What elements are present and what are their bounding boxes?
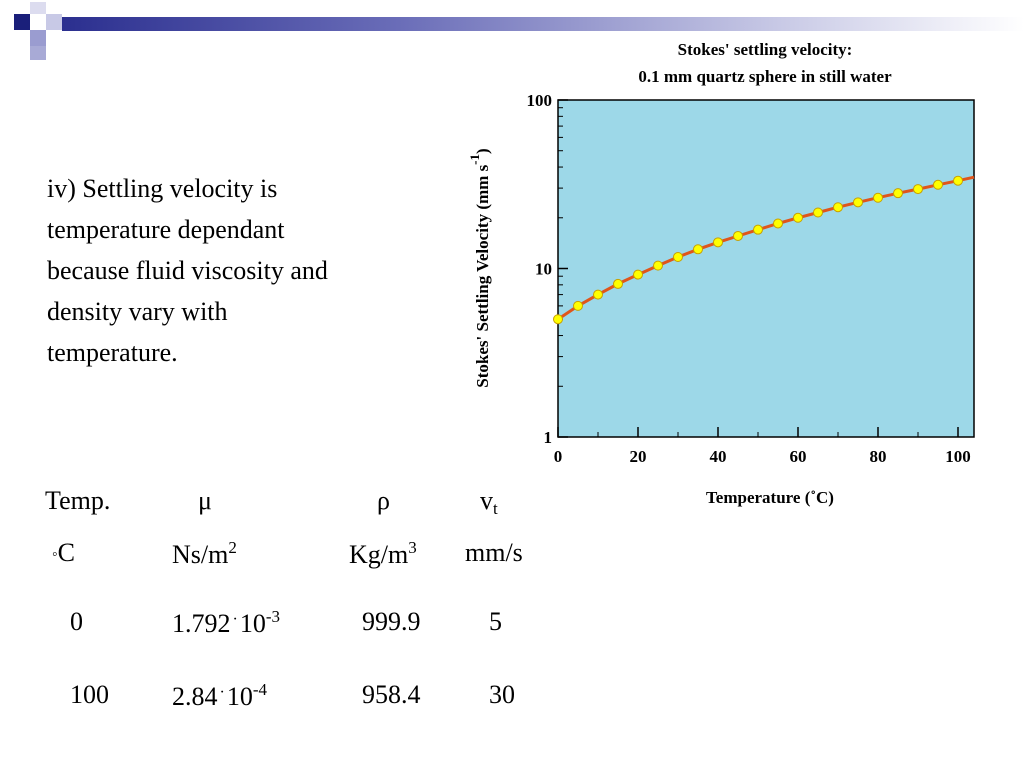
data-point: [893, 188, 903, 199]
unit-degree: ◦: [52, 546, 58, 563]
unit-mu-exp: 2: [228, 538, 237, 557]
header-rho: ρ: [377, 486, 390, 515]
corner-square-navy: [14, 14, 30, 30]
row0-temp: 0: [70, 607, 83, 636]
data-point: [633, 269, 643, 280]
y-tick-label: 100: [527, 91, 553, 110]
corner-square-lavender-2: [30, 46, 46, 60]
row0-vt: 5: [489, 607, 502, 636]
unit-temp: ◦C: [52, 538, 75, 568]
data-point: [613, 278, 623, 289]
y-axis-label-exp: -1: [467, 154, 482, 165]
body-line: density vary with: [47, 297, 228, 326]
row0-mu-mantissa: 1.792: [172, 609, 231, 638]
y-tick-label: 1: [544, 428, 553, 447]
unit-mu: Ns/m2: [172, 538, 237, 570]
y-tick-label: 10: [535, 260, 552, 279]
row1-temp: 100: [70, 680, 109, 709]
x-tick-label: 40: [710, 447, 727, 466]
corner-square-light-2: [30, 2, 46, 14]
row1-rho: 958.4: [362, 680, 421, 709]
data-point: [873, 192, 883, 203]
settling-velocity-chart: Stokes' settling velocity: 0.1 mm quartz…: [467, 40, 975, 507]
data-point: [593, 289, 603, 300]
data-point: [813, 207, 823, 218]
body-line: temperature dependant: [47, 215, 285, 244]
data-point: [793, 212, 803, 223]
data-point: [693, 244, 703, 255]
x-tick-label: 20: [630, 447, 647, 466]
x-tick-label: 80: [870, 447, 887, 466]
data-point: [953, 175, 963, 186]
data-point: [913, 184, 923, 195]
corner-square-lavender: [30, 30, 46, 46]
data-point: [833, 202, 843, 213]
row1-mu-base: 10: [226, 682, 253, 711]
header-vt-sub: t: [493, 499, 498, 518]
series-line: [557, 175, 975, 321]
row1-mu: 2.84·10-4: [172, 680, 267, 712]
data-point: [713, 237, 723, 248]
unit-vt: mm/s: [465, 538, 523, 567]
row0-mu-exp: -3: [265, 607, 280, 626]
data-point: [853, 197, 863, 208]
data-point: [573, 300, 583, 311]
x-tick-label: 60: [790, 447, 807, 466]
body-line: temperature.: [47, 338, 178, 367]
row0-mu-sep: ·: [232, 611, 238, 628]
data-point: [553, 314, 563, 325]
slide-body-text: iv) Settling velocity is temperature dep…: [47, 168, 437, 373]
row1-mu-sep: ·: [219, 684, 225, 701]
header-vt: vt: [480, 486, 498, 519]
x-tick-label: 0: [554, 447, 563, 466]
row1-mu-mantissa: 2.84: [172, 682, 218, 711]
row1-vt: 30: [489, 680, 515, 709]
y-axis-label-main: Stokes' Settling Velocity (mm s: [473, 164, 492, 387]
y-axis-label-close: ): [473, 148, 492, 154]
plot-area: [557, 99, 975, 438]
header-mu: μ: [198, 486, 212, 515]
data-point: [753, 224, 763, 235]
x-axis-label: Temperature (˚C): [706, 488, 834, 507]
unit-rho-base: Kg/m: [349, 540, 409, 569]
y-axis-label: Stokes' Settling Velocity (mm s-1): [467, 148, 492, 387]
x-tick-label: 100: [945, 447, 971, 466]
chart-title-line-2: 0.1 mm quartz sphere in still water: [638, 67, 892, 86]
corner-square-light: [46, 14, 62, 30]
unit-rho-exp: 3: [408, 538, 417, 557]
header-temp: Temp.: [45, 486, 111, 515]
body-line: because fluid viscosity and: [47, 256, 328, 285]
data-point: [653, 260, 663, 271]
data-point: [673, 252, 683, 263]
row1-mu-exp: -4: [252, 680, 267, 699]
body-line: iv) Settling velocity is: [47, 174, 278, 203]
unit-rho: Kg/m3: [349, 538, 417, 570]
unit-celsius: C: [57, 538, 76, 567]
data-point: [773, 218, 783, 229]
row0-rho: 999.9: [362, 607, 421, 636]
row0-mu: 1.792·10-3: [172, 607, 280, 639]
unit-mu-base: Ns/m: [172, 540, 229, 569]
chart-title-line-1: Stokes' settling velocity:: [678, 40, 853, 59]
title-gradient-bar: [62, 17, 1024, 31]
row0-mu-base: 10: [239, 609, 266, 638]
data-point: [733, 230, 743, 241]
data-point: [933, 179, 943, 190]
header-vt-main: v: [480, 486, 493, 515]
